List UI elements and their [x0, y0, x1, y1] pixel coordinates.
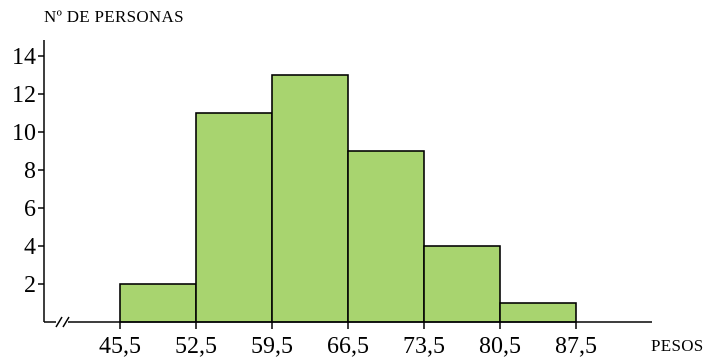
histogram-bar	[119, 283, 197, 323]
histogram-bar	[195, 112, 273, 323]
y-axis-title: Nº DE PERSONAS	[44, 7, 184, 26]
y-tick-label: 6	[24, 196, 36, 222]
x-tick-label: 59,5	[251, 333, 293, 358]
x-tick-label: 66,5	[327, 333, 369, 358]
histogram-bar	[423, 245, 501, 323]
y-axis-ticks: 2 4 6 8 10 12 14	[12, 44, 44, 298]
x-tick-label: 80,5	[479, 333, 521, 358]
y-tick-label: 10	[12, 120, 36, 146]
x-tick-label: 87,5	[555, 333, 597, 358]
histogram-bar	[499, 302, 577, 323]
histogram-bar	[271, 74, 349, 323]
x-axis-ticks: 45,5 52,5 59,5 66,5 73,5 80,5 87,5	[99, 322, 597, 358]
axis-break-mark	[55, 316, 70, 328]
x-axis-title: PESOS	[651, 336, 704, 355]
x-tick-label: 73,5	[403, 333, 445, 358]
x-tick-label: 52,5	[175, 333, 217, 358]
y-tick-label: 2	[24, 272, 36, 298]
histogram-bar	[347, 150, 425, 323]
y-tick-label: 4	[24, 234, 36, 260]
y-tick-label: 8	[24, 158, 36, 184]
bars	[119, 74, 577, 323]
x-tick-label: 45,5	[99, 333, 141, 358]
y-tick-label: 12	[12, 82, 36, 108]
y-tick-label: 14	[12, 44, 36, 70]
